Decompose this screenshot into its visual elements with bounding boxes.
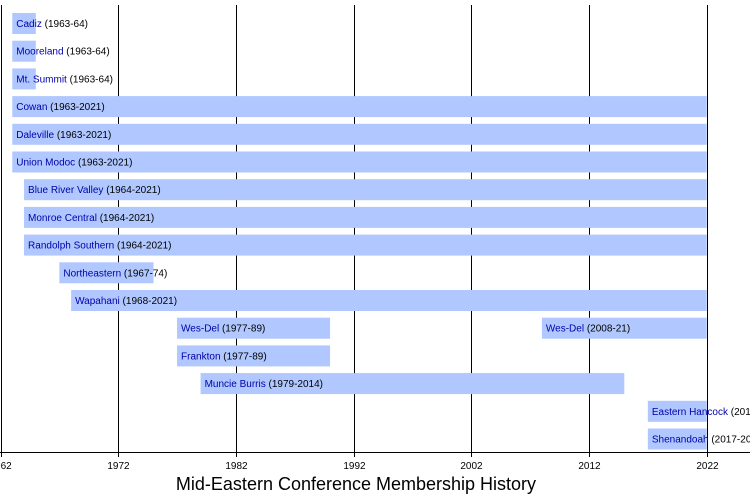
membership-label: Union Modoc (1963-2021) xyxy=(16,158,132,169)
school-name: Eastern Hancock xyxy=(652,407,729,418)
membership-years: (1963-2021) xyxy=(47,102,104,113)
school-name: Wes-Del xyxy=(181,324,219,335)
school-name: Mt. Summit xyxy=(16,74,67,85)
school-name: Wes-Del xyxy=(546,324,584,335)
x-tick-label: 1982 xyxy=(225,461,248,472)
membership-label: Cadiz (1963-64) xyxy=(16,19,88,30)
membership-bar xyxy=(541,317,707,339)
membership-bar xyxy=(24,179,707,201)
school-name: Daleville xyxy=(16,130,54,141)
membership-bar xyxy=(12,68,36,90)
school-name: Shenandoah xyxy=(652,435,709,446)
school-name: Muncie Burris xyxy=(205,379,266,390)
membership-label: Blue River Valley (1964-2021) xyxy=(28,185,161,196)
timeline-bars xyxy=(12,13,707,450)
membership-label: Shenandoah (2017-2021) xyxy=(652,435,750,446)
timeline-labels: Cadiz (1963-64)Mooreland (1963-64)Mt. Su… xyxy=(16,19,750,446)
membership-bar xyxy=(12,123,707,145)
x-tick-label: 2022 xyxy=(696,461,719,472)
membership-bar xyxy=(647,400,707,422)
membership-years: (2008-21) xyxy=(584,324,630,335)
membership-label: Northeastern (1967-74) xyxy=(63,268,167,279)
school-name: Blue River Valley xyxy=(28,185,103,196)
membership-label: Daleville (1963-2021) xyxy=(16,130,111,141)
membership-bar xyxy=(59,262,154,284)
membership-bar xyxy=(177,345,331,367)
membership-years: (1977-89) xyxy=(219,324,265,335)
membership-label: Frankton (1977-89) xyxy=(181,351,267,362)
membership-bar xyxy=(24,234,707,256)
chart-title: Mid-Eastern Conference Membership Histor… xyxy=(176,474,536,494)
membership-bar xyxy=(71,290,707,311)
membership-bar xyxy=(24,206,707,228)
membership-label: Randolph Southern (1964-2021) xyxy=(28,241,171,252)
school-name: Mooreland xyxy=(16,47,63,58)
membership-label: Monroe Central (1964-2021) xyxy=(28,213,154,224)
membership-label: Wapahani (1968-2021) xyxy=(75,296,177,307)
membership-years: (2017-2021) xyxy=(709,435,750,446)
x-tick-label: 1962 xyxy=(0,461,12,472)
membership-years: (1963-2021) xyxy=(54,130,111,141)
grid-lines xyxy=(1,5,708,457)
membership-label: Wes-Del (2008-21) xyxy=(546,324,630,335)
membership-label: Eastern Hancock (2017-2021) xyxy=(652,407,750,418)
membership-label: Mooreland (1963-64) xyxy=(16,47,109,58)
membership-label: Muncie Burris (1979-2014) xyxy=(205,379,323,390)
x-tick-label: 1992 xyxy=(343,461,366,472)
membership-bar xyxy=(12,40,36,62)
membership-years: (1964-2021) xyxy=(97,213,154,224)
membership-years: (1967-74) xyxy=(121,268,167,279)
membership-years: (1963-64) xyxy=(42,19,88,30)
membership-label: Wes-Del (1977-89) xyxy=(181,324,265,335)
x-tick-label: 2012 xyxy=(578,461,601,472)
membership-bar xyxy=(12,96,707,118)
school-name: Frankton xyxy=(181,351,220,362)
membership-years: (1977-89) xyxy=(221,351,267,362)
membership-years: (2017-2021) xyxy=(728,407,750,418)
membership-bar xyxy=(12,151,707,173)
membership-label: Cowan (1963-2021) xyxy=(16,102,104,113)
membership-years: (1963-64) xyxy=(67,74,113,85)
membership-years: (1964-2021) xyxy=(103,185,160,196)
membership-label: Mt. Summit (1963-64) xyxy=(16,74,113,85)
x-tick-label: 2002 xyxy=(460,461,483,472)
school-name: Union Modoc xyxy=(16,158,75,169)
school-name: Monroe Central xyxy=(28,213,97,224)
membership-years: (1964-2021) xyxy=(114,241,171,252)
school-name: Cadiz xyxy=(16,19,42,30)
membership-years: (1979-2014) xyxy=(266,379,323,390)
x-tick-label: 1972 xyxy=(107,461,130,472)
x-axis: 1962 1972 1982 1992 2002 2012 2022 xyxy=(0,452,750,472)
school-name: Cowan xyxy=(16,102,47,113)
membership-years: (1963-64) xyxy=(64,47,110,58)
membership-bar xyxy=(647,428,707,450)
school-name: Wapahani xyxy=(75,296,120,307)
membership-bar xyxy=(200,373,625,395)
school-name: Northeastern xyxy=(63,268,121,279)
membership-years: (1968-2021) xyxy=(120,296,177,307)
membership-bar xyxy=(177,317,331,339)
membership-bar xyxy=(12,13,36,34)
school-name: Randolph Southern xyxy=(28,241,114,252)
membership-years: (1963-2021) xyxy=(75,158,132,169)
